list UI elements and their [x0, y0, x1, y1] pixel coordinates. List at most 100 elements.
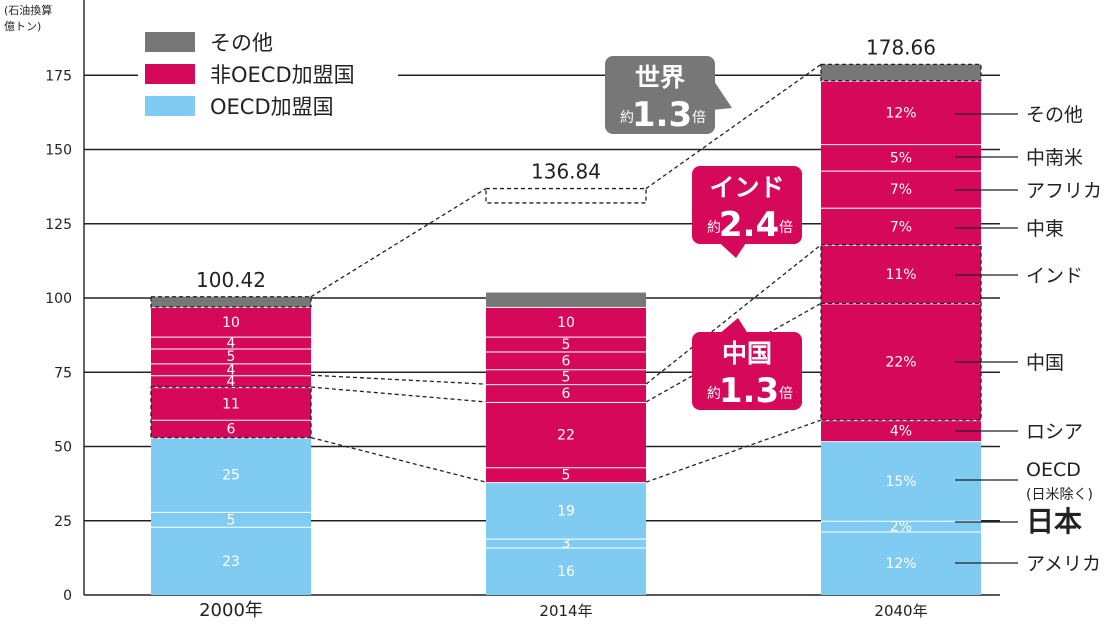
- x-category-label: 2014年: [539, 602, 592, 620]
- segment-value-label: 2%: [890, 519, 912, 535]
- bar-segment: [151, 419, 311, 438]
- segment-value-label: 5: [227, 512, 236, 528]
- bar-segment: [821, 244, 981, 304]
- bar-total-label: 178.66: [866, 35, 936, 59]
- callout-suffix: 倍: [779, 220, 793, 236]
- bar-segment: [821, 80, 981, 145]
- segment-value-label: 4: [227, 336, 236, 352]
- bar-segment: [821, 207, 981, 245]
- bar-segment: [821, 420, 981, 442]
- segment-value-label: 25: [222, 468, 240, 484]
- region-label: 中東: [1026, 218, 1064, 240]
- bar-segment: [151, 375, 311, 388]
- region-label: 中南米: [1026, 147, 1083, 169]
- bar-segment: [486, 482, 646, 539]
- segment-value-label: 6: [562, 353, 571, 369]
- region-label: アフリカ: [1026, 180, 1102, 202]
- bar-segment: [486, 547, 646, 595]
- dashed-connector: [310, 436, 487, 483]
- segment-value-label: 6: [562, 386, 571, 402]
- callout-prefix: 約: [707, 220, 721, 236]
- segment-value-label: 16: [557, 564, 575, 580]
- legend-swatch: [145, 32, 195, 52]
- bar-segment: [486, 467, 646, 483]
- callout-value: 2.4: [719, 205, 779, 245]
- callout-prefix: 約: [707, 386, 721, 402]
- bar-segment: [151, 437, 311, 512]
- segment-value-label: 6: [227, 422, 236, 438]
- segment-value-label: 5: [562, 370, 571, 386]
- callout-suffix: 倍: [779, 386, 793, 402]
- bar-segment: [821, 441, 981, 521]
- y-tick-label: 50: [54, 440, 72, 456]
- segment-value-label: 4: [227, 374, 236, 390]
- bar-segment: [486, 292, 646, 307]
- y-tick-label: 150: [45, 143, 72, 159]
- bar-segment: [486, 369, 646, 385]
- bar-segment: [821, 520, 981, 532]
- bar-segment: [151, 363, 311, 376]
- y-axis-unit: 億トン): [4, 20, 41, 33]
- callout-value: 1.3: [719, 371, 779, 411]
- region-label: 中国: [1026, 352, 1064, 374]
- callout-box: [692, 332, 802, 410]
- callout-box: [692, 166, 802, 244]
- bar-segment: [821, 170, 981, 208]
- region-label: OECD: [1026, 459, 1081, 481]
- region-label: 日本: [1026, 505, 1082, 538]
- x-category-label: 2000年: [199, 600, 263, 621]
- segment-value-label: 7%: [890, 182, 912, 198]
- segment-value-label: 5: [562, 468, 571, 484]
- segment-value-label: 12%: [885, 105, 916, 121]
- other-dashed-outline: [820, 63, 982, 82]
- dashed-connector: [310, 386, 487, 403]
- segment-value-label: 19: [557, 503, 575, 519]
- segment-value-label: 10: [557, 315, 575, 331]
- bar-segment: [486, 401, 646, 468]
- dashed-connector: [310, 188, 487, 298]
- callout-title: 世界: [635, 63, 685, 92]
- y-tick-label: 175: [45, 68, 72, 84]
- bar-segment: [486, 538, 646, 548]
- y-tick-label: 0: [63, 588, 72, 604]
- segment-value-label: 4: [227, 362, 236, 378]
- bar-total-label: 100.42: [196, 268, 266, 292]
- region-label: アメリカ: [1026, 553, 1101, 575]
- segment-value-label: 12%: [885, 556, 916, 572]
- region-label: (日米除く): [1026, 487, 1093, 503]
- bar-segment: [821, 303, 981, 421]
- dashed-connector: [645, 244, 822, 385]
- y-tick-label: 125: [45, 217, 72, 233]
- bar-total-label: 136.84: [531, 160, 601, 184]
- region-label: インド: [1026, 265, 1083, 287]
- x-category-label: 2040年: [874, 602, 927, 620]
- dashed-connector: [645, 419, 822, 483]
- y-axis-unit: (石油換算: [4, 3, 52, 17]
- segment-value-label: 3: [562, 536, 571, 552]
- legend-swatch: [145, 96, 195, 116]
- bar-segment: [486, 384, 646, 402]
- callout-title: 中国: [722, 339, 772, 368]
- segment-value-label: 15%: [885, 474, 916, 490]
- bar-segment: [151, 306, 311, 337]
- y-tick-label: 75: [54, 365, 72, 381]
- bar-segment: [151, 526, 311, 595]
- china-russia-dashed-box-2000: [150, 386, 312, 439]
- callout-suffix: 倍: [692, 110, 706, 126]
- legend-label: その他: [210, 31, 273, 55]
- bar-segment: [821, 144, 981, 171]
- segment-value-label: 5: [227, 349, 236, 365]
- y-tick-label: 25: [54, 514, 72, 530]
- callout-prefix: 約: [620, 110, 634, 126]
- other-dashed-outline: [150, 296, 312, 308]
- segment-value-label: 5%: [890, 150, 912, 166]
- legend-label: 非OECD加盟国: [210, 63, 355, 87]
- y-tick-label: 100: [45, 291, 72, 307]
- segment-value-label: 11: [222, 396, 240, 412]
- other-dashed-outline: [485, 187, 647, 204]
- region-label: ロシア: [1026, 421, 1083, 443]
- bar-segment: [821, 531, 981, 595]
- segment-value-label: 11%: [885, 267, 916, 283]
- region-label: その他: [1026, 104, 1083, 126]
